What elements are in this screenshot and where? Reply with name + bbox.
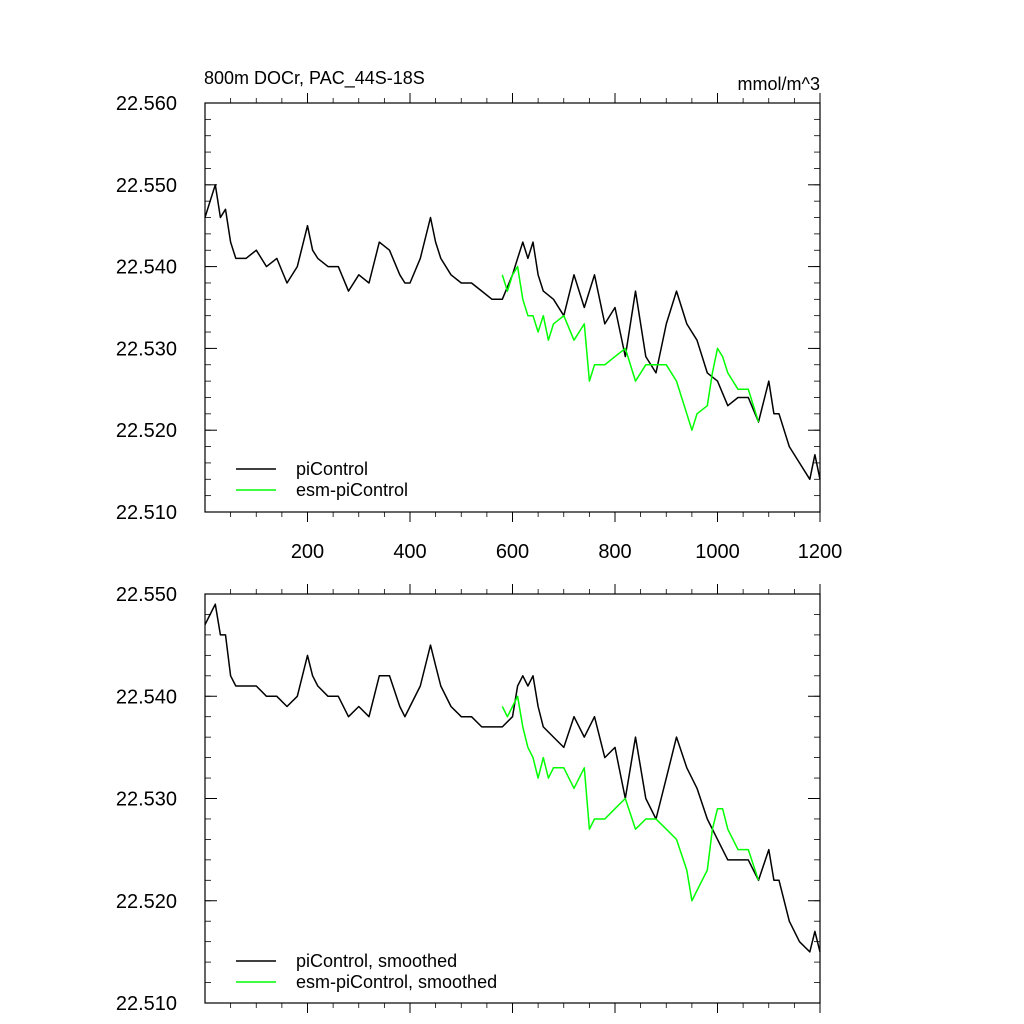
- y-axis-ticks: 22.510 22.520 22.530 22.540 22.550: [116, 584, 820, 1015]
- series-line-0: [204, 603, 821, 953]
- x-tick-label: 200: [291, 541, 324, 563]
- legend: piControl, smoothed esm-piControl, smoot…: [236, 951, 497, 992]
- chart-title: 800m DOCr, PAC_44S-18S: [204, 68, 425, 89]
- panel-top: 800m DOCr, PAC_44S-18S mmol/m^3 22.51022…: [116, 68, 842, 563]
- y-tick-label: 22.510: [116, 993, 177, 1015]
- series-line-0: [204, 184, 821, 481]
- legend-label-picontrol: piControl: [296, 459, 368, 479]
- y-tick-label: 22.520: [116, 420, 177, 442]
- y-tick-label: 22.560: [116, 93, 177, 115]
- y-tick-label: 22.530: [116, 789, 177, 811]
- y-tick-label: 22.540: [116, 257, 177, 279]
- y-tick-label: 22.510: [116, 502, 177, 524]
- legend-label-esm-picontrol: esm-piControl: [296, 480, 408, 500]
- y-tick-label: 22.540: [116, 686, 177, 708]
- legend: piControl esm-piControl: [236, 459, 408, 500]
- series-lines: [204, 603, 821, 953]
- units-label: mmol/m^3: [738, 74, 820, 94]
- series-line-1: [501, 695, 760, 902]
- x-tick-label: 400: [393, 541, 426, 563]
- plot-frame: [204, 593, 821, 1004]
- y-tick-label: 22.550: [116, 175, 177, 197]
- x-tick-label: 1000: [695, 541, 740, 563]
- legend-label-esm-picontrol-smoothed: esm-piControl, smoothed: [296, 972, 497, 992]
- panel-bottom: 22.510 22.520 22.530 22.540 22.550 piControl…: [116, 584, 821, 1015]
- x-tick-label: 600: [496, 541, 529, 563]
- y-tick-label: 22.550: [116, 584, 177, 606]
- series-lines: [204, 184, 821, 481]
- x-tick-label: 800: [598, 541, 631, 563]
- y-axis-ticks: 22.510 22.520 22.530 22.540 22.550 22.560: [116, 93, 820, 524]
- y-tick-label: 22.520: [116, 891, 177, 913]
- legend-label-picontrol-smoothed: piControl, smoothed: [296, 951, 457, 971]
- plot-frame: [204, 102, 821, 513]
- series-line-1: [501, 265, 760, 431]
- x-axis-ticks: [230, 584, 821, 1013]
- y-tick-label: 22.530: [116, 338, 177, 360]
- x-axis-ticks: 200 400 600 800 1000 1200: [230, 93, 843, 563]
- x-tick-label: 1200: [798, 541, 843, 563]
